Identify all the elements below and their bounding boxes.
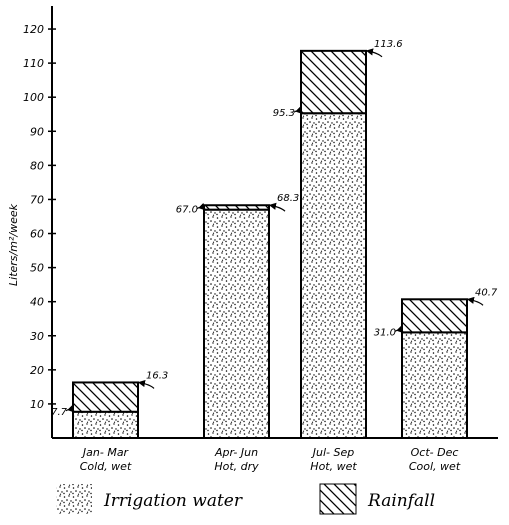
category-label-line1: Jul- Sep — [311, 446, 354, 459]
category-label-line1: Jan- Mar — [81, 446, 130, 459]
y-tick-label: 40 — [30, 296, 44, 309]
data-label: 40.7 — [475, 287, 498, 298]
category-label-line2: Hot, wet — [310, 460, 357, 473]
bar-segment-irrigation — [203, 208, 270, 439]
legend: Irrigation water Rainfall — [56, 483, 435, 515]
y-tick-label: 50 — [30, 262, 44, 275]
bar-segment-rainfall — [300, 49, 367, 115]
y-tick-label: 100 — [23, 91, 44, 104]
category-label-line1: Oct- Dec — [411, 446, 459, 459]
bars — [72, 49, 468, 440]
bar-segment-rainfall — [203, 204, 270, 211]
legend-swatch-irrigation — [56, 484, 92, 514]
data-label: 95.3 — [273, 108, 295, 119]
y-tick-label: 120 — [23, 23, 44, 36]
data-label: 68.3 — [277, 193, 299, 204]
category-label-line2: Cold, wet — [80, 460, 132, 473]
bar-segment-irrigation — [401, 331, 468, 439]
annotation-arrow — [394, 325, 404, 334]
category-label-line1: Apr- Jun — [214, 446, 258, 459]
category-label-line2: Cool, wet — [409, 460, 461, 473]
annotation-arrow — [466, 296, 484, 306]
annotation-arrow — [365, 48, 383, 58]
y-tick-label: 90 — [30, 125, 44, 138]
annotation-arrow — [293, 106, 303, 115]
data-label: 67.0 — [176, 205, 198, 216]
y-tick-label: 10 — [30, 398, 44, 411]
annotation-arrow — [65, 404, 75, 413]
y-tick-label: 20 — [30, 364, 44, 377]
data-label: 31.0 — [374, 327, 396, 338]
annotation-arrow — [268, 202, 286, 212]
data-label: 7.7 — [51, 407, 68, 418]
y-tick-label: 60 — [30, 228, 44, 241]
bar-segment-irrigation — [300, 112, 367, 440]
legend-swatch-rainfall — [319, 483, 357, 515]
y-tick-label: 110 — [23, 57, 44, 70]
legend-label: Irrigation water — [103, 491, 243, 511]
annotation-arrow — [196, 202, 206, 211]
bar-segment-rainfall — [72, 381, 139, 413]
y-tick-label: 30 — [30, 330, 44, 343]
y-axis-title: Liters/m²/week — [7, 203, 20, 286]
bar-segment-rainfall — [401, 298, 468, 334]
annotations: 7.7 16.3 67.0 68.3 95.3 113.6 31.0 40.7 — [51, 39, 498, 418]
y-tick-label: 80 — [30, 159, 44, 172]
bar-segment-irrigation — [72, 410, 139, 439]
data-label: 113.6 — [374, 39, 403, 50]
category-label-line2: Hot, dry — [214, 460, 259, 473]
data-label: 16.3 — [146, 370, 168, 381]
y-tick-label: 70 — [30, 193, 44, 206]
legend-label: Rainfall — [367, 491, 435, 511]
annotation-arrow — [137, 379, 155, 389]
